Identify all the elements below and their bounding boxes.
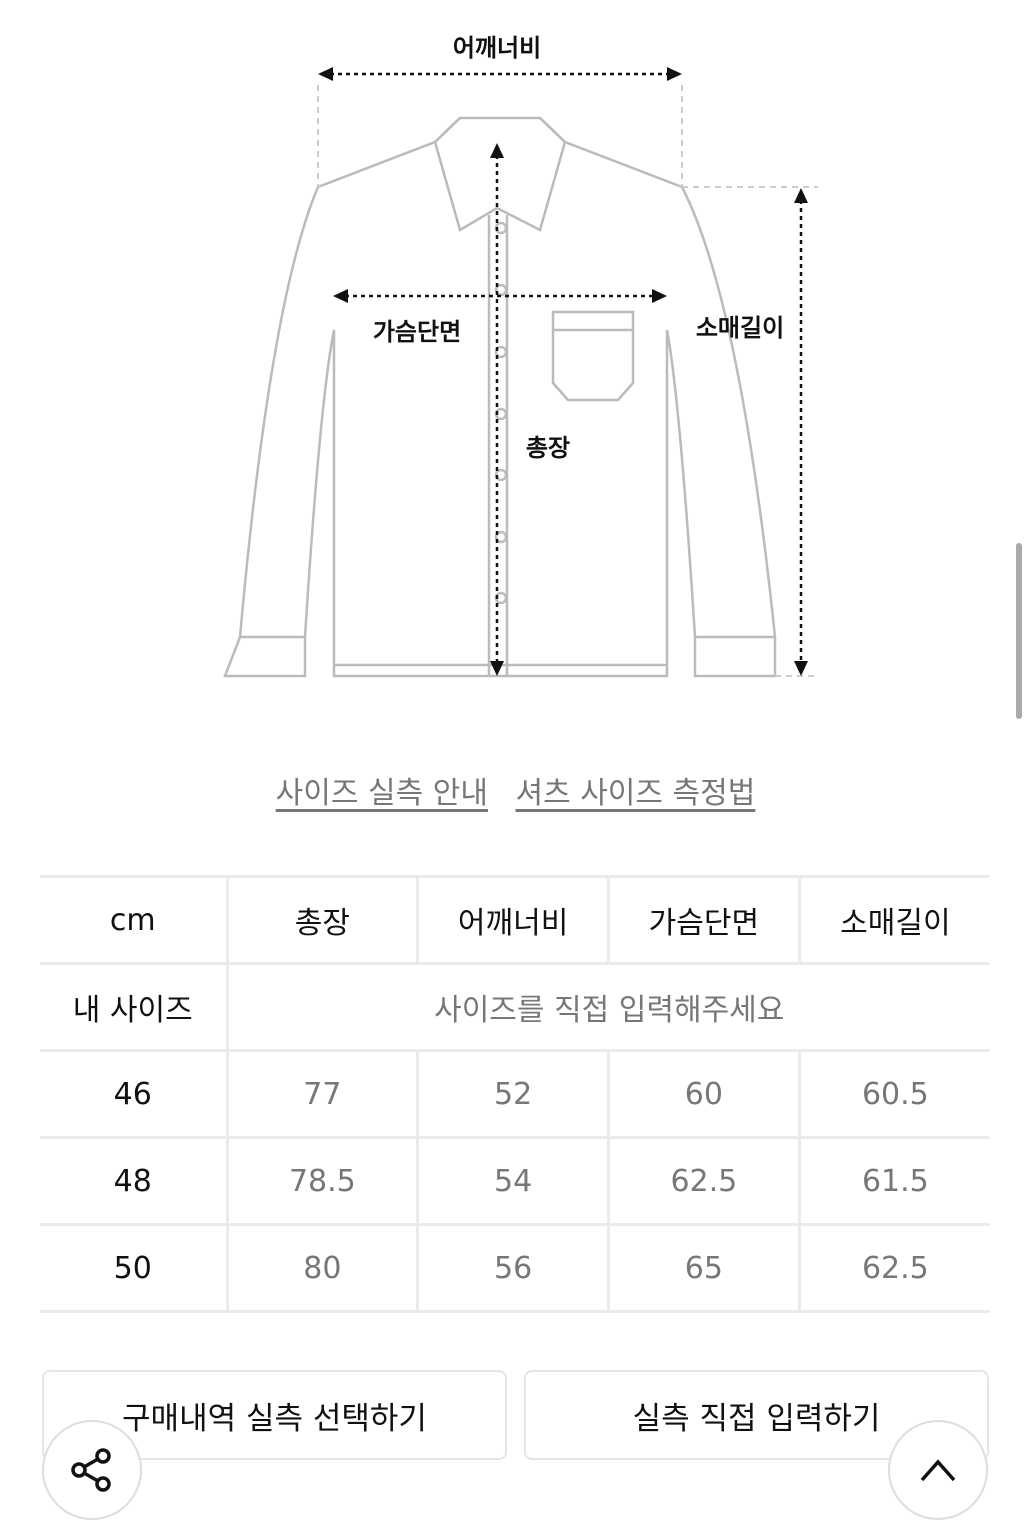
shirt-measurement-diagram <box>223 67 818 678</box>
table-row: 50 80 56 65 62.5 <box>40 1223 990 1313</box>
header-cell: 소매길이 <box>797 875 990 965</box>
label-chest: 가슴단면 <box>372 318 462 346</box>
table-row: 48 78.5 54 62.5 61.5 <box>40 1136 990 1226</box>
scrollbar[interactable] <box>1016 543 1022 719</box>
value-cell: 77 <box>225 1049 418 1139</box>
shirt-measure-link[interactable]: 셔츠 사이즈 측정법 <box>515 776 756 811</box>
value-cell: 56 <box>416 1223 609 1313</box>
label-shoulder: 어깨너비 <box>452 34 542 62</box>
header-cell: 가슴단면 <box>607 875 800 965</box>
table-header-row: cm 총장 어깨너비 가슴단면 소매길이 <box>40 875 990 965</box>
value-cell: 52 <box>416 1049 609 1139</box>
my-size-row[interactable]: 내 사이즈 사이즈를 직접 입력해주세요 <box>40 962 990 1052</box>
value-cell: 61.5 <box>797 1136 990 1226</box>
chevron-up-icon <box>920 1459 956 1482</box>
value-cell: 62.5 <box>607 1136 800 1226</box>
manual-input-button[interactable]: 실측 직접 입력하기 <box>524 1370 989 1460</box>
value-cell: 60.5 <box>797 1049 990 1139</box>
value-cell: 54 <box>416 1136 609 1226</box>
value-cell: 80 <box>225 1223 418 1313</box>
value-cell: 65 <box>607 1223 800 1313</box>
header-cell: cm <box>40 875 227 965</box>
size-guide-link[interactable]: 사이즈 실측 안내 <box>275 776 488 811</box>
size-cell: 48 <box>40 1136 227 1226</box>
shirt-body <box>223 116 777 678</box>
share-icon <box>71 1448 111 1492</box>
pocket <box>551 310 635 402</box>
header-cell: 어깨너비 <box>416 875 609 965</box>
label-length: 총장 <box>525 434 571 462</box>
header-cell: 총장 <box>225 875 418 965</box>
value-cell: 78.5 <box>225 1136 418 1226</box>
size-table: cm 총장 어깨너비 가슴단면 소매길이 내 사이즈 사이즈를 직접 입력해주세… <box>40 875 990 1313</box>
my-size-input[interactable]: 사이즈를 직접 입력해주세요 <box>225 962 990 1052</box>
scroll-top-button[interactable] <box>888 1420 988 1520</box>
collar <box>433 117 567 232</box>
my-size-label: 내 사이즈 <box>40 962 227 1052</box>
table-row: 46 77 52 60 60.5 <box>40 1049 990 1139</box>
share-button[interactable] <box>42 1420 142 1520</box>
label-sleeve: 소매길이 <box>695 314 785 342</box>
guide-links: 사이즈 실측 안내 셔츠 사이즈 측정법 <box>0 768 1031 812</box>
size-cell: 50 <box>40 1223 227 1313</box>
value-cell: 62.5 <box>797 1223 990 1313</box>
value-cell: 60 <box>607 1049 800 1139</box>
size-cell: 46 <box>40 1049 227 1139</box>
